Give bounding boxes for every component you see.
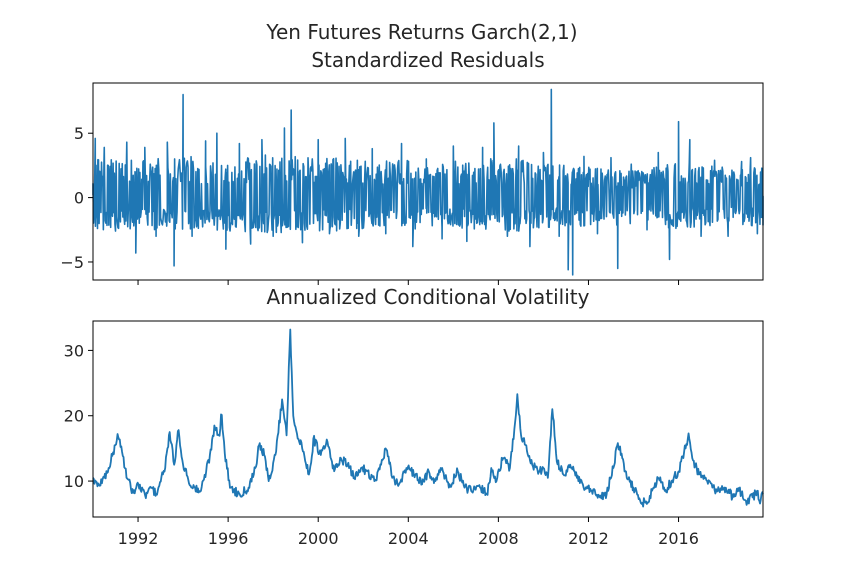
residuals-panel-title: Standardized Residuals — [311, 48, 545, 72]
y-tick-label: 30 — [64, 341, 84, 360]
volatility-panel-title: Annualized Conditional Volatility — [266, 285, 590, 309]
x-tick-label: 2004 — [388, 529, 429, 548]
x-tick-label: 2016 — [658, 529, 699, 548]
volatility-line — [92, 328, 764, 508]
x-tick-label: 1996 — [208, 529, 249, 548]
residuals-frame — [92, 82, 764, 281]
residuals-axes: −5 0 5 — [60, 82, 764, 285]
residuals-line — [92, 88, 764, 276]
y-tick-label: 5 — [74, 124, 84, 143]
y-tick-label: 10 — [64, 472, 84, 491]
x-tick-label: 2000 — [298, 529, 339, 548]
y-tick-label: 20 — [64, 407, 84, 426]
volatility-frame — [92, 320, 764, 518]
volatility-axes: 10 20 30 1992 1996 2000 2004 2008 2012 2016 — [64, 320, 764, 548]
y-tick-label: −5 — [60, 253, 84, 272]
y-tick-label: 0 — [74, 189, 84, 208]
x-tick-label: 1992 — [118, 529, 159, 548]
x-tick-label: 2012 — [568, 529, 609, 548]
figure-suptitle: Yen Futures Returns Garch(2,1) — [266, 20, 578, 44]
x-tick-label: 2008 — [478, 529, 519, 548]
